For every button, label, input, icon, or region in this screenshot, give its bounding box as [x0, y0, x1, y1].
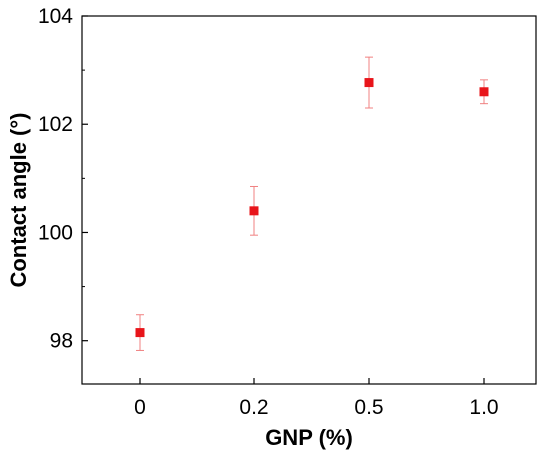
plot-frame	[81, 15, 537, 385]
y-tick-label: 104	[38, 5, 73, 28]
data-point	[249, 206, 259, 216]
x-axis-title: GNP (%)	[265, 425, 353, 450]
x-tick-label: 0.2	[239, 396, 268, 419]
y-axis: 98 100 102 104	[38, 5, 88, 353]
y-tick-label: 100	[38, 221, 73, 244]
data-series	[135, 56, 489, 351]
x-tick-label: 0	[134, 396, 146, 419]
y-axis-title: Contact angle (°)	[6, 112, 31, 287]
x-tick-label: 1.0	[469, 396, 498, 419]
data-point	[364, 78, 374, 88]
x-axis: 0 0.2 0.5 1.0	[134, 378, 499, 419]
y-tick-label: 98	[50, 330, 73, 353]
y-tick-label: 102	[38, 113, 73, 136]
data-point	[479, 87, 489, 97]
data-point	[135, 328, 145, 338]
x-tick-label: 0.5	[354, 396, 383, 419]
